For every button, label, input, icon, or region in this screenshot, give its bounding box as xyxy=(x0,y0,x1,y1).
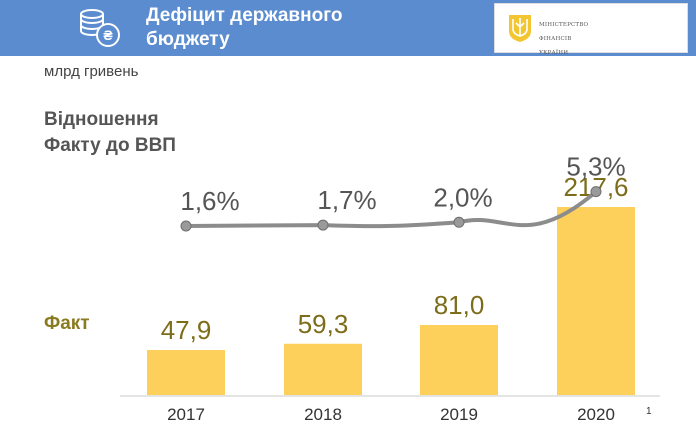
gdp-ratio-point-2017 xyxy=(180,220,192,232)
ministry-logo: МІНІСТЕРСТВО ФІНАНСІВ УКРАЇНИ xyxy=(494,3,688,56)
bar-value-label-2017: 47,9 xyxy=(161,315,212,345)
coins-hryvnia-icon: ₴ xyxy=(72,4,130,52)
fact-label: Факт xyxy=(44,313,90,334)
page-title-line1: Дефіцит державного xyxy=(146,5,343,26)
gdp-ratio-point-2019 xyxy=(453,216,465,228)
ministry-line1: МІНІСТЕРСТВО xyxy=(539,22,589,28)
x-tick-label-2017: 2017 xyxy=(167,405,205,424)
page-title: Дефіцит державного бюджету xyxy=(146,4,466,52)
bar-2018 xyxy=(284,343,362,395)
page-title-line2: бюджету xyxy=(146,29,230,50)
bar-2019 xyxy=(420,325,498,395)
ministry-name: МІНІСТЕРСТВО ФІНАНСІВ УКРАЇНИ xyxy=(539,15,679,64)
unit-label: млрд гривень xyxy=(44,63,139,80)
gdp-ratio-line xyxy=(184,189,598,229)
ministry-line3: УКРАЇНИ xyxy=(539,50,569,56)
x-tick-label-2018: 2018 xyxy=(304,405,342,424)
gdp-ratio-label-2019: 2,0% xyxy=(433,182,492,212)
x-tick-label-2019: 2019 xyxy=(440,405,478,424)
bar-2020 xyxy=(557,207,635,395)
ratio-label-line2: Факту до ВВП xyxy=(44,135,176,156)
ministry-line2: ФІНАНСІВ xyxy=(539,36,572,42)
page-number: 1 xyxy=(646,406,652,417)
gdp-ratio-label-2018: 1,7% xyxy=(317,185,376,215)
gdp-ratio-label-2017: 1,6% xyxy=(180,186,239,216)
header-bar: ₴ Дефіцит державного бюджету МІНІСТЕРСТВ… xyxy=(0,0,696,56)
trident-emblem-icon xyxy=(509,15,531,42)
svg-text:₴: ₴ xyxy=(103,27,113,43)
gdp-ratio-label-2020: 5,3% xyxy=(566,152,625,182)
x-tick-label-2020: 2020 xyxy=(577,405,615,424)
gdp-ratio-point-2020 xyxy=(590,186,602,198)
bar-2017 xyxy=(147,350,225,395)
gdp-ratio-point-2018 xyxy=(317,219,329,231)
ratio-label-line1: Відношення xyxy=(44,109,159,130)
bar-value-label-2018: 59,3 xyxy=(298,309,349,339)
ratio-to-gdp-label: Відношення Факту до ВВП xyxy=(44,107,176,159)
bar-value-label-2019: 81,0 xyxy=(434,290,485,320)
